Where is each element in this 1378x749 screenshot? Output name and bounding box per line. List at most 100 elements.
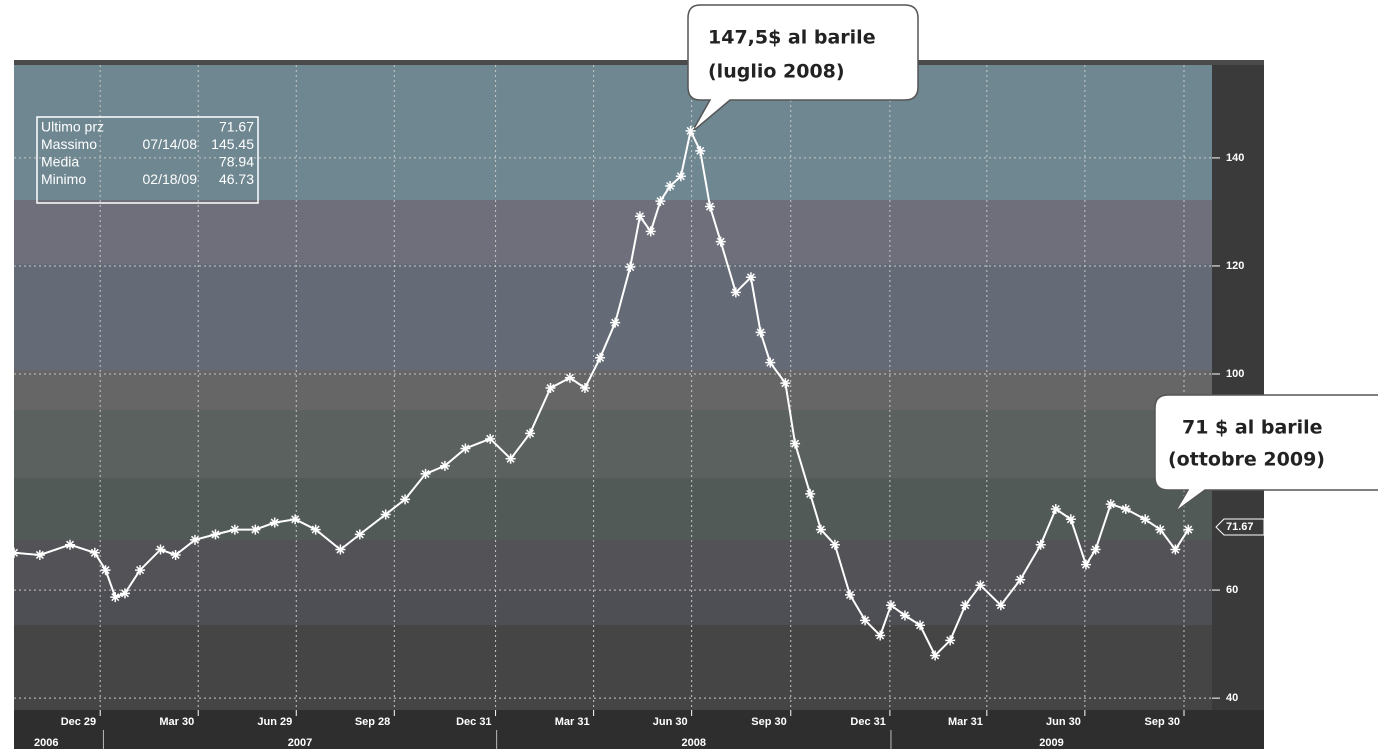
x-tick-label: Jun 30: [1046, 716, 1081, 728]
point-marker: [34, 549, 45, 560]
point-marker: [930, 650, 941, 661]
x-tick-label: Dec 29: [61, 716, 96, 728]
point-marker: [765, 357, 776, 368]
callout-text: 147,5$ al barile: [708, 27, 876, 49]
point-marker: [269, 517, 280, 528]
point-marker: [790, 438, 801, 449]
point-marker: [380, 509, 391, 520]
point-marker: [730, 287, 741, 298]
callout-text: (ottobre 2009): [1168, 449, 1325, 471]
point-marker: [815, 524, 826, 535]
year-label: 2006: [34, 737, 58, 749]
point-marker: [1120, 504, 1131, 515]
x-tick-label: Mar 31: [555, 716, 590, 728]
stat-value: 78.94: [219, 154, 254, 170]
point-marker: [885, 600, 896, 611]
point-marker: [290, 514, 301, 525]
point-marker: [1050, 504, 1061, 515]
point-marker: [1035, 539, 1046, 550]
point-marker: [685, 125, 696, 136]
point-marker: [745, 272, 756, 283]
point-marker: [100, 565, 111, 576]
point-marker: [170, 549, 181, 560]
x-tick-label: Sep 28: [355, 716, 390, 728]
point-marker: [899, 610, 910, 621]
x-tick-label: Jun 29: [257, 716, 292, 728]
point-marker: [89, 547, 100, 558]
point-marker: [545, 383, 556, 394]
last-price-box: [1215, 518, 1265, 536]
point-marker: [354, 529, 365, 540]
point-marker: [645, 226, 656, 237]
stat-value: 145.45: [211, 136, 254, 152]
point-marker: [1090, 544, 1101, 555]
point-marker: [505, 453, 516, 464]
point-marker: [755, 327, 766, 338]
point-marker: [995, 600, 1006, 611]
point-marker: [210, 529, 221, 540]
last-price-label: 71.67: [1226, 521, 1254, 533]
callout-text: (luglio 2008): [708, 61, 845, 83]
y-tick-label: 40: [1226, 692, 1238, 704]
x-tick-label: Mar 30: [159, 716, 194, 728]
y-tick-label: 140: [1226, 152, 1244, 164]
point-marker: [9, 547, 19, 558]
y-tick-label: 120: [1226, 260, 1244, 272]
background: [14, 60, 1264, 749]
point-marker: [1183, 524, 1194, 535]
point-marker: [135, 565, 146, 576]
point-marker: [310, 524, 321, 535]
year-label: 2007: [288, 737, 312, 749]
point-marker: [975, 580, 986, 591]
y-tick-label: 60: [1226, 584, 1238, 596]
point-marker: [780, 378, 791, 389]
point-marker: [439, 460, 450, 471]
point-marker: [875, 630, 886, 641]
point-marker: [110, 592, 121, 603]
stat-value: 71.67: [219, 119, 254, 135]
y-tick-label: 100: [1226, 368, 1244, 380]
stat-label: Massimo: [41, 136, 97, 152]
point-marker: [1080, 559, 1091, 570]
stat-value: 46.73: [219, 171, 254, 187]
point-marker: [805, 488, 816, 499]
point-marker: [1105, 499, 1116, 510]
point-marker: [460, 443, 471, 454]
callout-current: 71 $ al barile (ottobre 2009): [1154, 394, 1378, 513]
stat-label: Ultimo prz: [41, 119, 104, 135]
year-label: 2009: [1039, 737, 1063, 749]
info-box: [36, 116, 259, 204]
point-marker: [665, 181, 676, 192]
point-marker: [485, 433, 496, 444]
point-marker: [595, 352, 606, 363]
stat-date: 02/18/09: [143, 171, 198, 187]
stat-label: Minimo: [41, 171, 86, 187]
point-marker: [525, 428, 536, 439]
point-marker: [1065, 514, 1076, 525]
point-marker: [1170, 544, 1181, 555]
point-marker: [564, 372, 575, 383]
point-marker: [65, 539, 76, 550]
x-tick-label: Mar 31: [948, 716, 983, 728]
x-tick-label: Dec 31: [850, 716, 885, 728]
point-marker: [960, 600, 971, 611]
point-marker: [675, 171, 686, 182]
point-marker: [625, 262, 636, 273]
point-marker: [1155, 524, 1166, 535]
point-marker: [250, 524, 261, 535]
x-tick-label: Jun 30: [653, 716, 688, 728]
point-marker: [229, 524, 240, 535]
point-marker: [634, 211, 645, 222]
point-marker: [610, 317, 621, 328]
point-marker: [695, 145, 706, 156]
x-tick-label: Dec 31: [456, 716, 491, 728]
point-marker: [155, 544, 166, 555]
callout-text: 71 $ al barile: [1182, 417, 1323, 439]
point-marker: [915, 620, 926, 631]
stat-date: 07/14/08: [143, 136, 198, 152]
stat-label: Media: [41, 154, 79, 170]
point-marker: [715, 236, 726, 247]
point-marker: [579, 383, 590, 394]
point-marker: [1140, 514, 1151, 525]
